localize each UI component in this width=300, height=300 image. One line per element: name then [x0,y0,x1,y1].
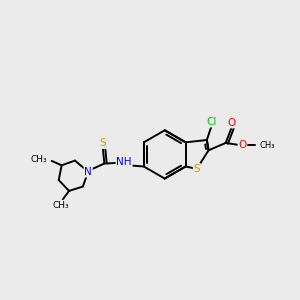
Text: S: S [194,164,200,174]
Text: O: O [238,140,247,150]
Text: S: S [100,138,106,148]
Text: Cl: Cl [206,117,216,127]
Text: N: N [84,167,92,177]
Text: O: O [227,118,236,128]
Text: CH₃: CH₃ [52,201,69,210]
Text: CH₃: CH₃ [30,155,47,164]
Text: CH₃: CH₃ [260,141,275,150]
Text: NH: NH [116,157,132,167]
